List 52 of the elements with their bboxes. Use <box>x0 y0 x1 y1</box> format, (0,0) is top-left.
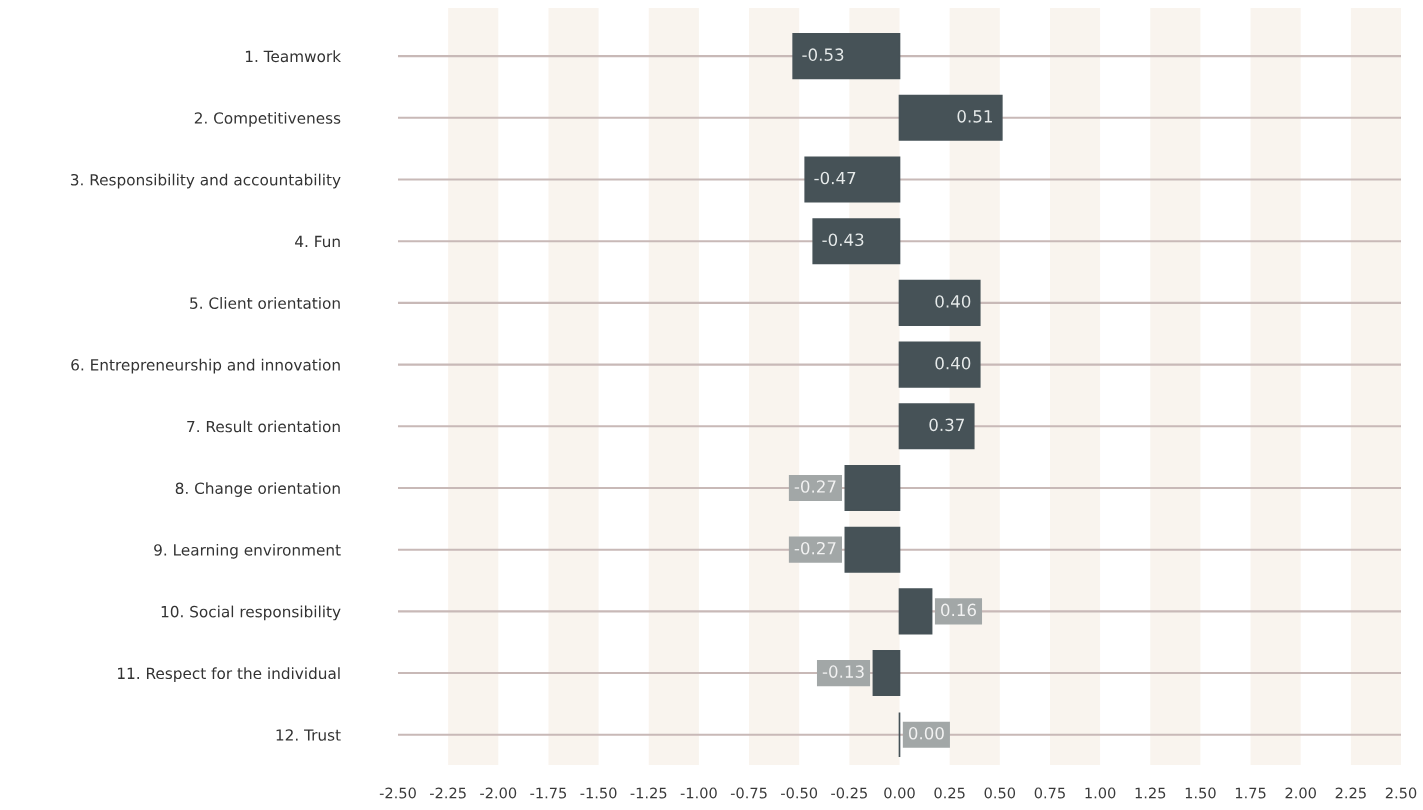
x-tick-label: 0.00 <box>884 787 915 799</box>
y-tick-label: 7. Result orientation <box>187 420 340 433</box>
x-tick-label: 1.75 <box>1235 787 1266 799</box>
bar <box>898 341 981 388</box>
data-label: 0.00 <box>908 727 944 740</box>
y-tick-label: 6. Entrepreneurship and innovation <box>71 358 340 374</box>
bar <box>898 279 981 326</box>
y-tick-label: 3. Responsibility and accountability <box>70 173 341 189</box>
data-label: -0.27 <box>794 480 836 493</box>
data-label: -0.43 <box>822 233 864 247</box>
x-tick-label: -2.50 <box>379 787 416 799</box>
y-tick-label: 9. Learning environment <box>154 543 341 559</box>
data-label: 0.40 <box>935 356 971 370</box>
x-tick-label: -1.75 <box>530 787 567 799</box>
x-tick-label: 0.50 <box>984 787 1016 799</box>
x-tick-label: -0.50 <box>781 787 818 799</box>
y-tick-label: 12. Trust <box>276 729 341 741</box>
data-label: -0.53 <box>802 48 844 61</box>
data-label: 0.40 <box>935 295 971 308</box>
data-label: -0.47 <box>814 171 856 185</box>
x-tick-label: 0.25 <box>934 787 965 799</box>
x-tick-label: 1.00 <box>1085 787 1116 799</box>
y-tick-label: 2. Competitiveness <box>194 112 341 127</box>
x-tick-label: 2.00 <box>1285 787 1316 799</box>
x-tick-label: 2.25 <box>1335 787 1366 799</box>
x-tick-label: 1.25 <box>1135 787 1166 799</box>
x-tick-label: 1.50 <box>1185 787 1216 799</box>
x-tick-label: 0.75 <box>1034 787 1065 799</box>
x-tick-label: -0.25 <box>831 787 867 799</box>
y-tick-label: 11. Respect for the individual <box>118 667 340 683</box>
data-label: 0.51 <box>957 110 992 123</box>
x-tick-label: -1.50 <box>580 787 617 799</box>
x-tick-label: -2.00 <box>480 787 517 799</box>
bar <box>804 156 901 203</box>
x-tick-label: 2.50 <box>1385 787 1417 799</box>
y-tick-label: 8. Change orientation <box>175 482 340 497</box>
y-tick-label: 5. Client orientation <box>190 297 340 309</box>
data-label: 0.16 <box>941 603 976 617</box>
bar <box>812 218 901 265</box>
x-tick-label: -0.75 <box>730 787 767 799</box>
data-label: 0.37 <box>929 418 964 432</box>
bar <box>898 403 975 450</box>
y-tick-label: 1. Teamwork <box>245 50 342 63</box>
data-label: -0.27 <box>794 541 836 555</box>
x-tick-label: -1.00 <box>680 787 717 799</box>
y-tick-label: 10. Social responsibility <box>161 605 341 621</box>
bar <box>898 94 1003 141</box>
y-tick-label: 4. Fun <box>295 235 340 248</box>
x-tick-label: -1.25 <box>630 787 667 799</box>
bar <box>792 33 901 80</box>
data-label: -0.13 <box>822 665 864 678</box>
x-tick-label: -2.25 <box>430 787 466 799</box>
